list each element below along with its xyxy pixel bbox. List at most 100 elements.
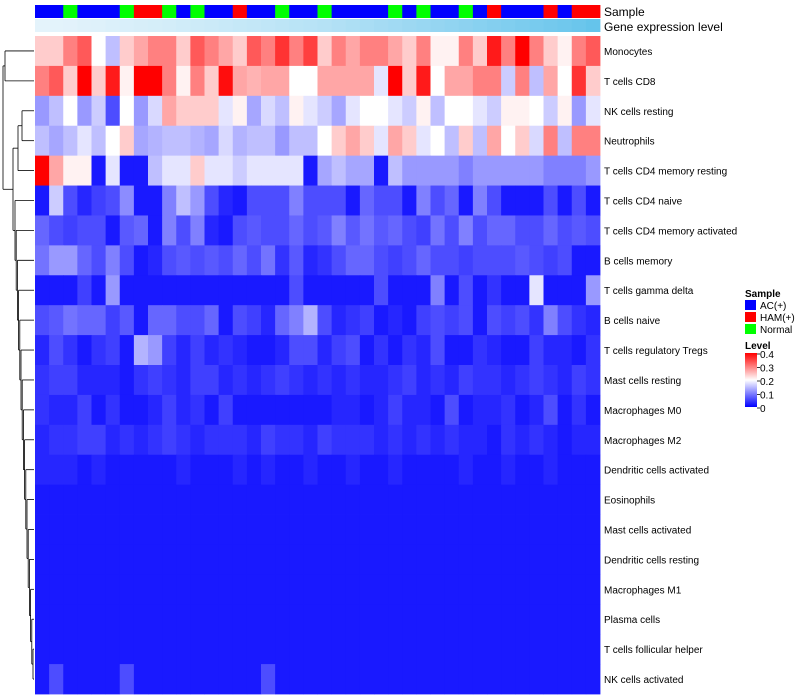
heatmap-cell [148, 544, 163, 575]
heatmap-cell [345, 275, 361, 306]
heatmap-cell [176, 454, 191, 486]
heatmap-cell [331, 484, 347, 515]
heatmap-cell [77, 424, 92, 456]
heatmap-cell [105, 394, 121, 426]
heatmap-cell [543, 125, 559, 157]
heatmap-cell [472, 634, 488, 665]
heatmap-cell [571, 65, 587, 97]
heatmap-cell [105, 604, 121, 635]
heatmap-cell [374, 454, 389, 486]
heatmap-cell [317, 514, 333, 545]
heatmap-cell [148, 634, 163, 665]
sample-cell [261, 5, 276, 18]
heatmap-cell [317, 215, 333, 246]
sample-cell [458, 5, 474, 18]
heatmap-cell [204, 454, 220, 486]
sample-cell [35, 5, 50, 18]
heatmap-cell [133, 454, 149, 486]
heatmap-cell [487, 65, 502, 97]
heatmap-cell [261, 335, 276, 366]
heatmap-cell [91, 335, 107, 366]
heatmap-cell [458, 95, 474, 127]
heatmap-cell [388, 335, 403, 366]
heatmap-cell [472, 125, 488, 157]
heatmap-cell [458, 65, 474, 97]
heatmap-cell [63, 215, 78, 246]
heatmap-cell [133, 394, 149, 426]
heatmap-cell [49, 454, 64, 486]
heatmap-cell [133, 664, 149, 695]
heatmap-cell [275, 335, 290, 366]
heatmap-cell [402, 424, 417, 456]
heatmap-cell [501, 95, 516, 127]
expression-cell [119, 19, 135, 32]
heatmap-cell [148, 394, 163, 426]
heatmap-cell [501, 574, 516, 605]
heatmap-cell [430, 484, 446, 515]
heatmap-cell [571, 424, 587, 456]
heatmap-cell [571, 275, 587, 306]
heatmap-cell [345, 185, 361, 216]
heatmap-cell [331, 155, 347, 186]
heatmap-cell [105, 95, 121, 127]
heatmap-cell [359, 215, 375, 246]
heatmap-cell [190, 664, 205, 695]
heatmap-cell [444, 335, 460, 366]
heatmap-cell [176, 634, 191, 665]
heatmap-cell [487, 454, 502, 486]
heatmap-cell [190, 484, 205, 515]
heatmap-cell [63, 454, 78, 486]
heatmap-cell [148, 155, 163, 186]
heatmap-cell [261, 634, 276, 665]
heatmap-cell [359, 275, 375, 306]
heatmap-cell [345, 544, 361, 575]
heatmap-cell [246, 574, 262, 605]
heatmap-cell [49, 424, 64, 456]
heatmap-cell [176, 275, 191, 306]
heatmap-cell [345, 215, 361, 246]
heatmap-cell [289, 394, 304, 426]
heatmap-cell [218, 365, 234, 396]
heatmap-cell [162, 514, 177, 545]
heatmap-cell [105, 454, 121, 486]
heatmap-cell [133, 215, 149, 246]
heatmap-cell [374, 574, 389, 605]
heatmap-cell [345, 155, 361, 186]
heatmap-cell [416, 275, 431, 306]
heatmap-cell [162, 245, 177, 276]
heatmap-cell [374, 634, 389, 665]
expression-cell [430, 19, 446, 32]
heatmap-cell [275, 155, 290, 186]
heatmap-cell [487, 365, 502, 396]
expression-cell [374, 19, 389, 32]
heatmap-cell [571, 544, 587, 575]
sample-legend-label: AC(+) [760, 301, 786, 312]
heatmap-cell [289, 95, 304, 127]
heatmap-cell [515, 664, 530, 695]
heatmap-cell [261, 574, 276, 605]
heatmap-cell [204, 544, 220, 575]
sample-cell [571, 5, 587, 18]
heatmap-cell [35, 65, 50, 97]
heatmap-cell [472, 245, 488, 276]
heatmap-cell [416, 95, 431, 127]
heatmap-cell [303, 394, 318, 426]
heatmap-cell [63, 484, 78, 515]
heatmap-cell [416, 424, 431, 456]
heatmap-cell [232, 245, 248, 276]
heatmap-cell [303, 484, 318, 515]
heatmap-cell [331, 634, 347, 665]
heatmap-cell [430, 634, 446, 665]
heatmap-cell [133, 155, 149, 186]
heatmap-cell [529, 65, 544, 97]
heatmap-cell [458, 604, 474, 635]
heatmap-cell [35, 36, 50, 67]
sample-cell [374, 5, 389, 18]
heatmap-cell [388, 65, 403, 97]
heatmap-cell [430, 544, 446, 575]
heatmap-cell [232, 394, 248, 426]
heatmap-cell [458, 36, 474, 67]
heatmap-cell [487, 544, 502, 575]
heatmap-cell [246, 604, 262, 635]
expression-cell [331, 19, 347, 32]
